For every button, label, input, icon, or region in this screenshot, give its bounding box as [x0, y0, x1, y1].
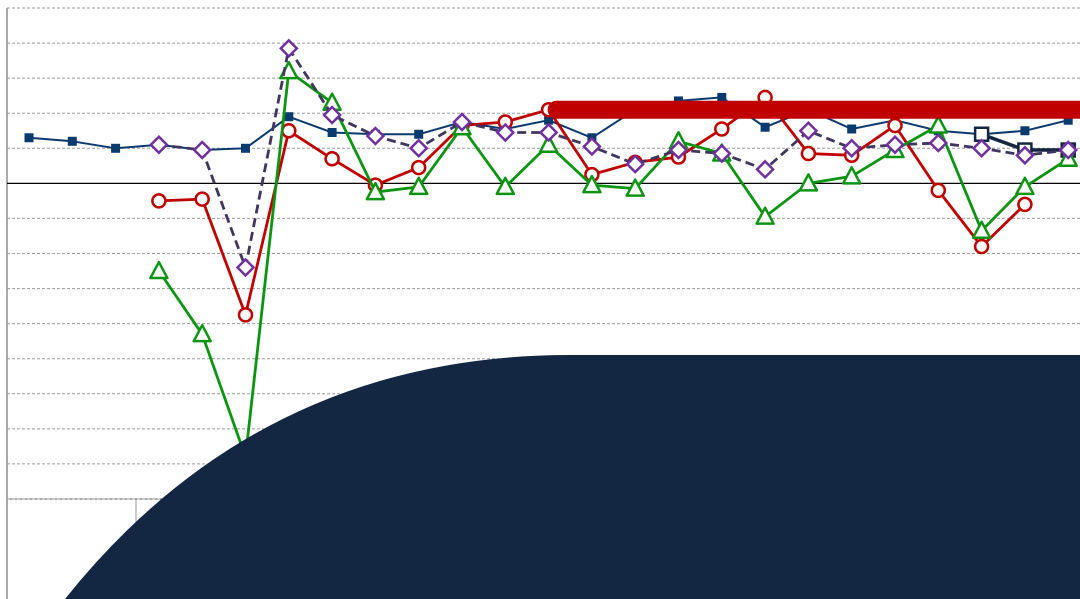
data-point — [495, 176, 516, 196]
data-point — [928, 133, 949, 153]
data-point — [1015, 176, 1035, 196]
data-point — [408, 138, 429, 159]
data-point — [798, 173, 819, 192]
data-point — [1015, 145, 1035, 166]
data-point — [971, 220, 992, 239]
data-point — [973, 238, 990, 255]
data-point — [149, 260, 169, 280]
series-3 — [151, 89, 1033, 323]
data-point — [887, 117, 903, 134]
data-point — [841, 166, 862, 185]
data-point — [111, 143, 121, 153]
data-point — [281, 123, 297, 139]
data-point — [582, 136, 602, 157]
data-point — [241, 143, 250, 153]
data-point — [279, 38, 299, 59]
data-point — [1063, 115, 1073, 125]
data-point — [712, 143, 732, 164]
series-5 — [149, 38, 1078, 278]
data-point — [495, 122, 516, 143]
data-point — [668, 140, 689, 160]
data-point — [414, 129, 424, 139]
data-point — [365, 181, 386, 201]
data-point — [755, 159, 775, 180]
data-point — [930, 182, 947, 199]
data-point — [544, 115, 554, 125]
data-point — [1020, 126, 1030, 136]
data-point — [625, 154, 645, 174]
data-point — [67, 136, 77, 146]
data-point — [1058, 140, 1078, 160]
data-point — [322, 105, 342, 125]
data-point — [410, 159, 427, 176]
data-point — [582, 174, 602, 194]
data-point — [151, 193, 167, 209]
data-point — [235, 257, 256, 278]
data-point — [1017, 196, 1033, 213]
data-point — [800, 145, 817, 162]
data-point — [538, 122, 559, 143]
data-point — [327, 128, 337, 138]
data-point — [841, 138, 862, 159]
series-line — [157, 69, 1069, 459]
data-point — [192, 323, 212, 343]
data-point — [324, 151, 340, 167]
data-point — [717, 92, 727, 102]
data-point — [714, 121, 730, 137]
data-point — [538, 134, 559, 154]
data-point — [885, 135, 905, 155]
data-point — [928, 115, 949, 134]
data-point — [755, 206, 775, 225]
data-point — [847, 124, 857, 134]
overlay-shape — [65, 355, 1080, 599]
data-point — [24, 133, 34, 143]
data-point — [408, 176, 429, 196]
data-point — [625, 178, 645, 197]
data-point — [798, 120, 819, 141]
data-point — [971, 138, 992, 159]
data-point — [284, 112, 294, 122]
series-line — [158, 46, 1069, 269]
data-point — [760, 122, 770, 132]
series-layer — [24, 38, 1080, 466]
data-point — [194, 191, 210, 207]
data-point — [452, 112, 472, 132]
data-point — [149, 135, 169, 155]
data-point — [365, 126, 386, 146]
data-point — [237, 307, 254, 323]
data-point — [192, 140, 212, 160]
